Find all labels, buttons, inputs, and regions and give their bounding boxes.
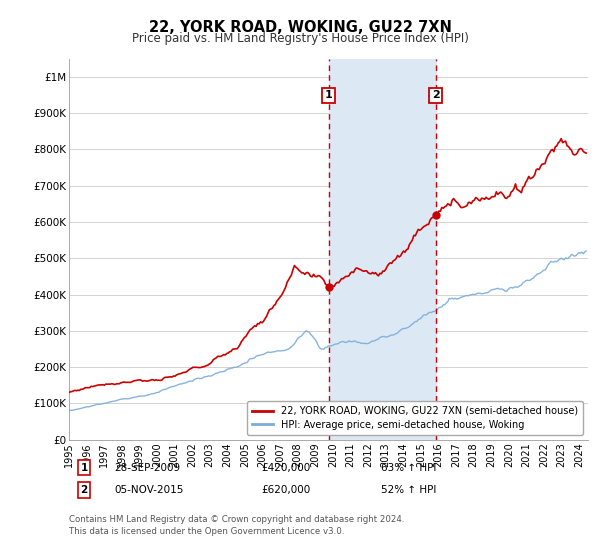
Text: 28-SEP-2009: 28-SEP-2009 — [114, 463, 180, 473]
Text: £620,000: £620,000 — [261, 485, 310, 495]
Text: Contains HM Land Registry data © Crown copyright and database right 2024.: Contains HM Land Registry data © Crown c… — [69, 515, 404, 524]
Text: 1: 1 — [80, 463, 88, 473]
Legend: 22, YORK ROAD, WOKING, GU22 7XN (semi-detached house), HPI: Average price, semi-: 22, YORK ROAD, WOKING, GU22 7XN (semi-de… — [247, 401, 583, 435]
Text: £420,000: £420,000 — [261, 463, 310, 473]
Text: 1: 1 — [325, 90, 332, 100]
Bar — [329, 59, 436, 440]
Text: 52% ↑ HPI: 52% ↑ HPI — [381, 485, 436, 495]
Text: Price paid vs. HM Land Registry's House Price Index (HPI): Price paid vs. HM Land Registry's House … — [131, 32, 469, 45]
Text: 2: 2 — [432, 90, 440, 100]
Text: 22, YORK ROAD, WOKING, GU22 7XN: 22, YORK ROAD, WOKING, GU22 7XN — [149, 20, 451, 35]
Text: 63% ↑ HPI: 63% ↑ HPI — [381, 463, 436, 473]
Text: This data is licensed under the Open Government Licence v3.0.: This data is licensed under the Open Gov… — [69, 528, 344, 536]
Text: 05-NOV-2015: 05-NOV-2015 — [114, 485, 184, 495]
Text: 2: 2 — [80, 485, 88, 495]
